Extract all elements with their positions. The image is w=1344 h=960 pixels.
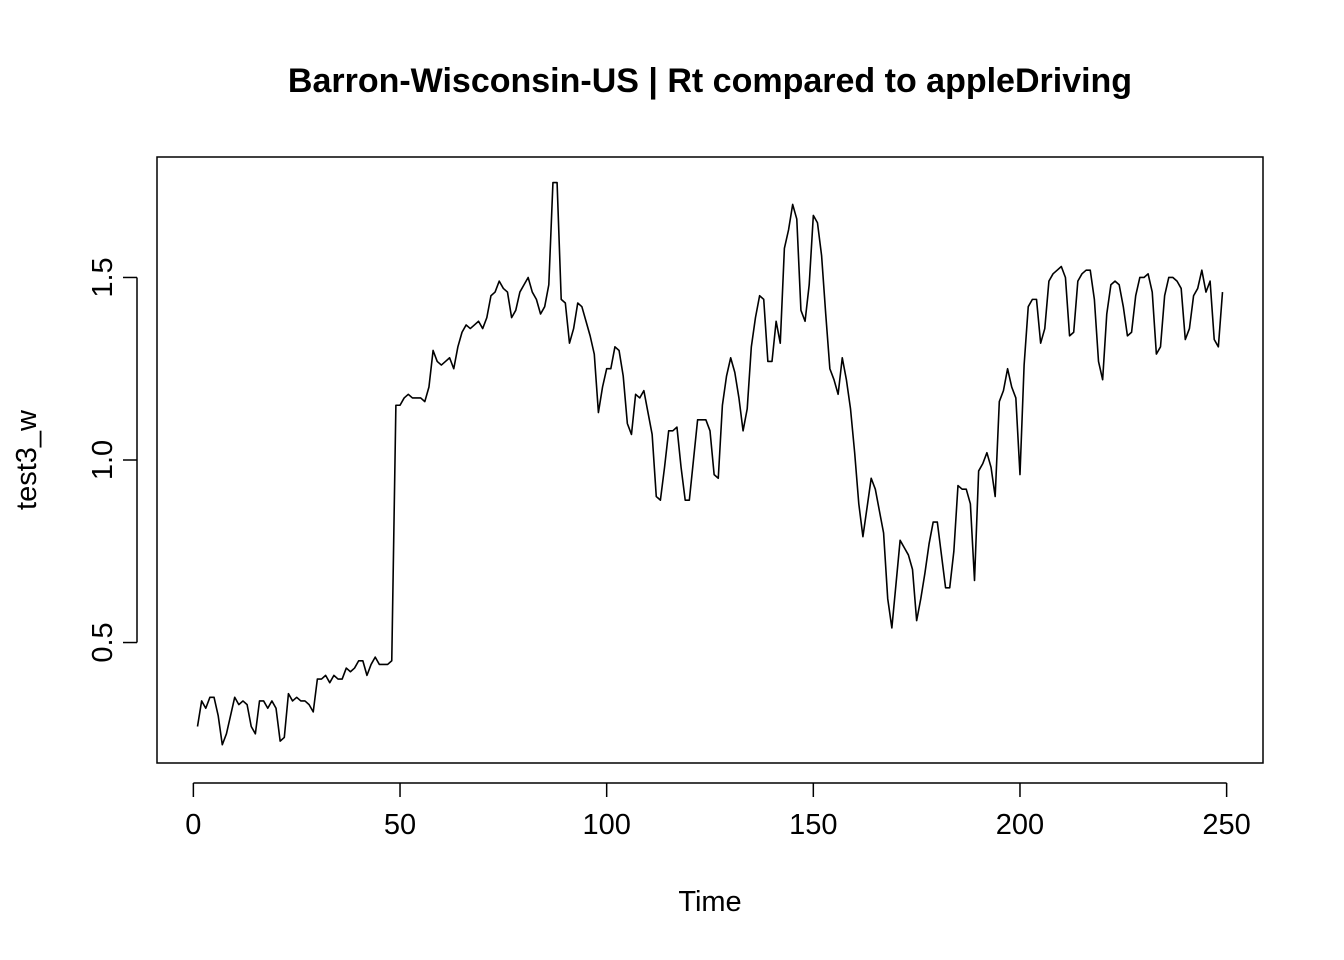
x-ticks: 0 50 100 150 200 250 bbox=[185, 783, 1251, 841]
chart-title: Barron-Wisconsin-US | Rt compared to app… bbox=[288, 62, 1132, 100]
y-tick-label: 1.0 bbox=[87, 440, 119, 480]
y-ticks: 0.5 1.0 1.5 bbox=[87, 257, 137, 663]
series-line bbox=[196, 181, 1224, 746]
x-tick-label: 100 bbox=[582, 809, 630, 841]
x-axis-label: Time bbox=[678, 886, 741, 918]
x-tick-label: 0 bbox=[185, 809, 201, 841]
x-tick-label: 150 bbox=[789, 809, 837, 841]
x-tick-label: 200 bbox=[996, 809, 1044, 841]
plot-frame bbox=[156, 156, 1264, 764]
x-tick-label: 50 bbox=[384, 809, 416, 841]
y-tick-label: 1.5 bbox=[87, 257, 119, 297]
x-tick-label: 250 bbox=[1202, 809, 1250, 841]
y-tick-label: 0.5 bbox=[87, 622, 119, 662]
y-axis-label: test3_w bbox=[11, 409, 43, 510]
